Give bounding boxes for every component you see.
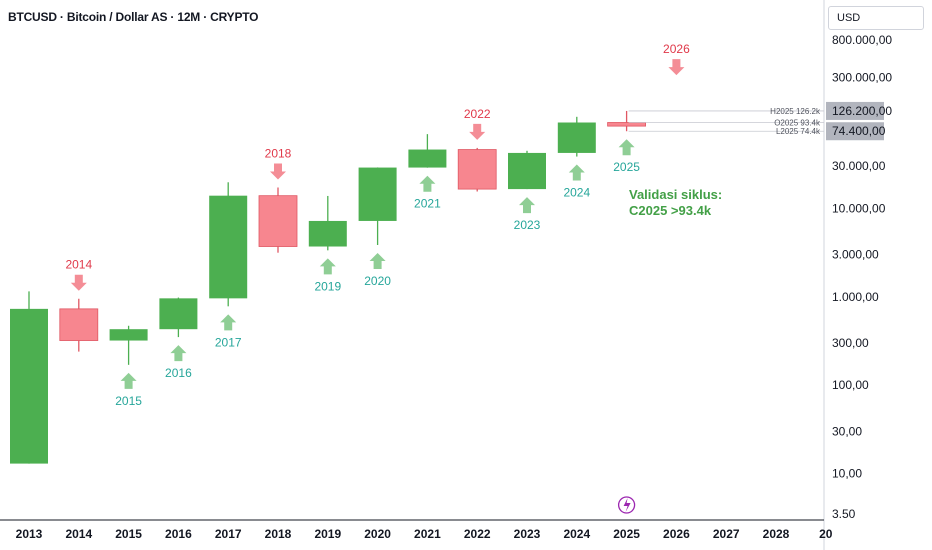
marker-label-2015: 2015 xyxy=(115,394,142,408)
price-tick-label: 3.000,00 xyxy=(832,248,879,262)
candle-body-2018 xyxy=(258,195,298,247)
marker-label-2014: 2014 xyxy=(65,258,92,272)
marker-label-2016: 2016 xyxy=(165,366,192,380)
candle-body-2020 xyxy=(358,167,397,221)
time-tick-label: 2014 xyxy=(65,527,92,541)
time-tick-label: 2026 xyxy=(663,527,690,541)
candle-body-2016 xyxy=(159,298,198,330)
candle-body-2023 xyxy=(508,152,546,190)
price-tick-label: 800.000,00 xyxy=(832,33,892,47)
down-arrow-2022 xyxy=(469,123,486,140)
price-tick-label: 3.50 xyxy=(832,507,856,521)
time-tick-label: 20 xyxy=(819,527,833,541)
marker-label-2018: 2018 xyxy=(265,146,292,160)
time-tick-label: 2013 xyxy=(16,527,43,541)
marker-label-2022: 2022 xyxy=(464,107,491,121)
ohlc-label: O2025 93.4k xyxy=(774,119,821,128)
time-tick-label: 2024 xyxy=(563,527,590,541)
candle-body-2025 xyxy=(607,122,646,127)
time-tick-label: 2018 xyxy=(265,527,292,541)
up-arrow-2024 xyxy=(568,164,585,181)
candle-body-2013 xyxy=(10,308,48,464)
time-tick-label: 2020 xyxy=(364,527,391,541)
price-tick-label: 30.000,00 xyxy=(832,159,886,173)
up-arrow-2016 xyxy=(170,345,187,362)
candle-body-2014 xyxy=(59,308,99,341)
price-tick-label: 300,00 xyxy=(832,336,869,350)
price-tick-label: 300.000,00 xyxy=(832,71,892,85)
down-arrow-2026 xyxy=(668,59,685,76)
ohlc-label: L2025 74.4k xyxy=(776,127,821,136)
ohlc-label: H2025 126.2k xyxy=(770,107,821,116)
time-tick-label: 2025 xyxy=(613,527,640,541)
down-arrow-2018 xyxy=(270,163,286,180)
chart-title: BTCUSD · Bitcoin / Dollar AS · 12M · CRY… xyxy=(8,10,259,24)
up-arrow-2015 xyxy=(120,372,137,389)
up-arrow-2025 xyxy=(618,139,635,156)
marker-label-2025: 2025 xyxy=(613,160,640,174)
time-tick-label: 2019 xyxy=(314,527,341,541)
time-tick-label: 2015 xyxy=(115,527,142,541)
marker-label-2024: 2024 xyxy=(563,186,590,200)
price-tag-box xyxy=(826,122,884,141)
time-tick-label: 2023 xyxy=(514,527,541,541)
up-arrow-2021 xyxy=(419,175,436,192)
price-tick-label: 10,00 xyxy=(832,467,862,481)
marker-label-2023: 2023 xyxy=(514,218,541,232)
time-tick-label: 2028 xyxy=(763,527,790,541)
marker-label-2021: 2021 xyxy=(414,197,441,211)
price-tick-label: 10.000,00 xyxy=(832,201,886,215)
price-tick-label: 30,00 xyxy=(832,424,862,438)
up-arrow-2019 xyxy=(319,258,336,275)
price-tick-label: 1.000,00 xyxy=(832,290,879,304)
marker-label-2020: 2020 xyxy=(364,274,391,288)
candle-body-2015 xyxy=(109,329,148,341)
annotation-line-2: C2025 >93.4k xyxy=(629,203,712,218)
price-tag-label: 74.400,00 xyxy=(832,124,886,138)
time-tick-label: 2016 xyxy=(165,527,192,541)
up-arrow-2020 xyxy=(369,252,386,269)
lightning-icon xyxy=(617,496,636,514)
time-tick-label: 2022 xyxy=(464,527,491,541)
price-tag-label: 126.200,00 xyxy=(832,104,892,118)
time-tick-label: 2027 xyxy=(713,527,740,541)
price-tag-box xyxy=(826,101,884,120)
candle-body-2024 xyxy=(557,122,596,153)
time-tick-label: 2017 xyxy=(215,527,242,541)
marker-label-2017: 2017 xyxy=(215,335,242,349)
price-tick-label: 100,00 xyxy=(832,378,869,392)
candle-body-2021 xyxy=(408,149,447,168)
candle-body-2017 xyxy=(209,195,248,299)
up-arrow-2023 xyxy=(519,197,535,214)
lightning-bolt-icon xyxy=(623,498,631,512)
down-arrow-2014 xyxy=(70,274,87,291)
marker-label-2019: 2019 xyxy=(314,279,341,293)
currency-select[interactable]: USD xyxy=(828,6,924,30)
annotation-line-1: Validasi siklus: xyxy=(629,187,722,202)
candle-body-2019 xyxy=(308,220,347,247)
candle-body-2022 xyxy=(457,149,497,190)
time-tick-label: 2021 xyxy=(414,527,441,541)
up-arrow-2017 xyxy=(220,314,237,331)
marker-label-2026: 2026 xyxy=(663,42,690,56)
